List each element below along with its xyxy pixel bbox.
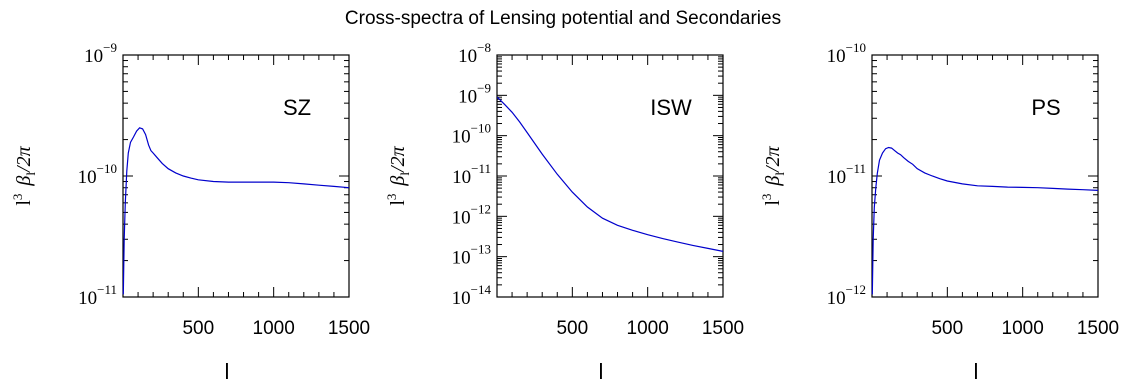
y-tick-label: 10−10: [827, 40, 866, 67]
y-tick-label: 10−9: [84, 40, 117, 67]
y-tick-label: 10−13: [452, 242, 491, 269]
panel-sz: 10−9 10−10 10−11 500 1000 1500 l l3βl/2π SZ: [10, 40, 370, 384]
figure-title: Cross-spectra of Lensing potential and S…: [345, 8, 781, 29]
x-tick-label: 500: [182, 318, 214, 339]
y-axis-label: l3βl/2π: [759, 145, 787, 205]
y-tick-label: 10−10: [452, 121, 491, 148]
x-tick-label: 1000: [253, 318, 295, 339]
x-tick-label: 1500: [328, 318, 370, 339]
panel-isw: 10−8 10−9 10−10 10−11 10−12 10−13 10−14 500 1000…: [384, 40, 744, 384]
series-line: [871, 146, 1099, 295]
y-axis-label: l3βl/2π: [384, 145, 412, 205]
x-tick-label: 500: [931, 318, 963, 339]
panel-label: ISW: [650, 95, 692, 120]
x-tick-label: 1000: [627, 318, 669, 339]
plot-frame: [122, 54, 350, 298]
y-tick-label: 10−11: [827, 161, 866, 188]
y-axis-label: l3βl/2π: [10, 145, 38, 205]
y-tick-label: 10−11: [452, 161, 491, 188]
plot-frame: [496, 54, 724, 298]
x-tick-label: 1500: [702, 318, 744, 339]
x-axis-label: l: [225, 359, 230, 384]
panel-label: SZ: [283, 95, 311, 120]
x-tick-label: 1500: [1077, 318, 1119, 339]
series-line: [496, 96, 724, 252]
y-tick-label: 10−12: [827, 282, 866, 309]
x-tick-label: 500: [556, 318, 588, 339]
panel-ps: 10−10 10−11 10−12 500 1000 1500 l l3βl/2π PS: [759, 40, 1119, 384]
x-axis-label: l: [599, 359, 604, 384]
panel-label: PS: [1031, 95, 1060, 120]
x-axis-label: l: [974, 359, 979, 384]
y-tick-label: 10−12: [452, 201, 491, 228]
plot-frame: [871, 54, 1099, 298]
y-tick-label: 10−8: [458, 40, 491, 67]
y-tick-label: 10−9: [458, 80, 491, 107]
y-tick-label: 10−11: [78, 282, 117, 309]
y-tick-label: 10−14: [452, 282, 492, 309]
series-line: [122, 127, 350, 295]
x-tick-label: 1000: [1002, 318, 1044, 339]
y-tick-label: 10−10: [78, 161, 117, 188]
